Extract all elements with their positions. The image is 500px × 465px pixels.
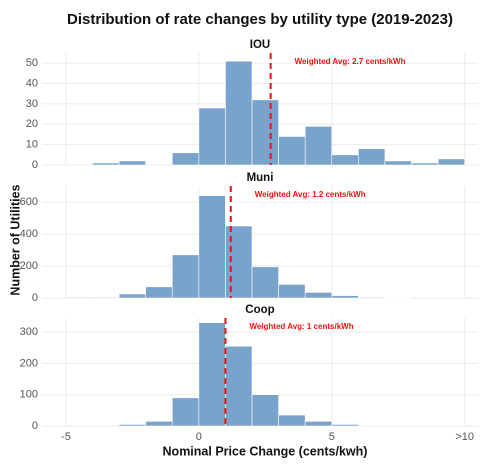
y-tick-label: 300 <box>20 326 38 338</box>
bar <box>225 225 253 299</box>
y-tick-label: 200 <box>20 357 38 369</box>
y-tick-label: 40 <box>26 77 38 89</box>
bar <box>331 295 359 299</box>
y-tick-label: 30 <box>26 98 38 110</box>
bar <box>437 158 466 166</box>
x-tick-label: 5 <box>329 431 335 443</box>
y-tick-label: 20 <box>26 118 38 130</box>
y-tick-label: 50 <box>26 57 38 69</box>
bar <box>278 414 306 427</box>
bar <box>251 99 279 166</box>
bar <box>278 284 306 299</box>
bar <box>304 126 333 166</box>
bar <box>331 424 359 427</box>
bar <box>304 292 333 299</box>
bar <box>92 296 120 299</box>
bar <box>278 136 306 166</box>
bar <box>384 160 412 166</box>
y-tick-label: 100 <box>20 389 38 401</box>
y-tick-label: 0 <box>32 159 38 171</box>
bar <box>225 60 253 166</box>
y-tick-label: 600 <box>20 196 38 208</box>
panel-label: Muni <box>247 172 274 184</box>
bar <box>145 286 173 299</box>
x-tick-label: 0 <box>196 431 202 443</box>
y-axis-label: Number of Utilities <box>8 184 22 295</box>
bar <box>171 254 200 299</box>
chart-title: Distribution of rate changes by utility … <box>67 11 453 28</box>
bar <box>118 293 146 299</box>
bar <box>198 322 226 427</box>
bar <box>171 152 200 166</box>
bar <box>331 154 359 166</box>
y-tick-label: 0 <box>32 420 38 432</box>
bar <box>251 394 279 427</box>
bar <box>118 424 146 427</box>
bar <box>145 421 173 427</box>
y-tick-label: 10 <box>26 139 38 151</box>
panel-label: IOU <box>250 39 270 51</box>
bar <box>118 160 146 166</box>
bar <box>171 397 200 427</box>
x-axis-label: Nominal Price Change (cents/kwh) <box>163 444 368 458</box>
bar <box>251 266 279 299</box>
bar <box>65 296 93 299</box>
y-tick-label: 200 <box>20 260 38 272</box>
x-tick-label: -5 <box>61 431 71 443</box>
bar <box>411 162 439 166</box>
annotation: Weighted Avg: 1 cents/kWh <box>249 322 353 331</box>
bar <box>92 162 120 166</box>
bar <box>198 195 226 299</box>
bar <box>225 345 253 427</box>
panel-label: Coop <box>245 304 274 316</box>
bar <box>304 421 333 427</box>
y-tick-label: 0 <box>32 292 38 304</box>
bar <box>358 148 386 166</box>
bar <box>198 107 226 166</box>
annotation: Weighted Avg: 2.7 cents/kWh <box>295 57 406 66</box>
y-tick-label: 400 <box>20 228 38 240</box>
x-tick-label: >10 <box>455 431 474 443</box>
annotation: Weighted Avg: 1.2 cents/kWh <box>255 190 366 199</box>
bar <box>358 296 386 299</box>
